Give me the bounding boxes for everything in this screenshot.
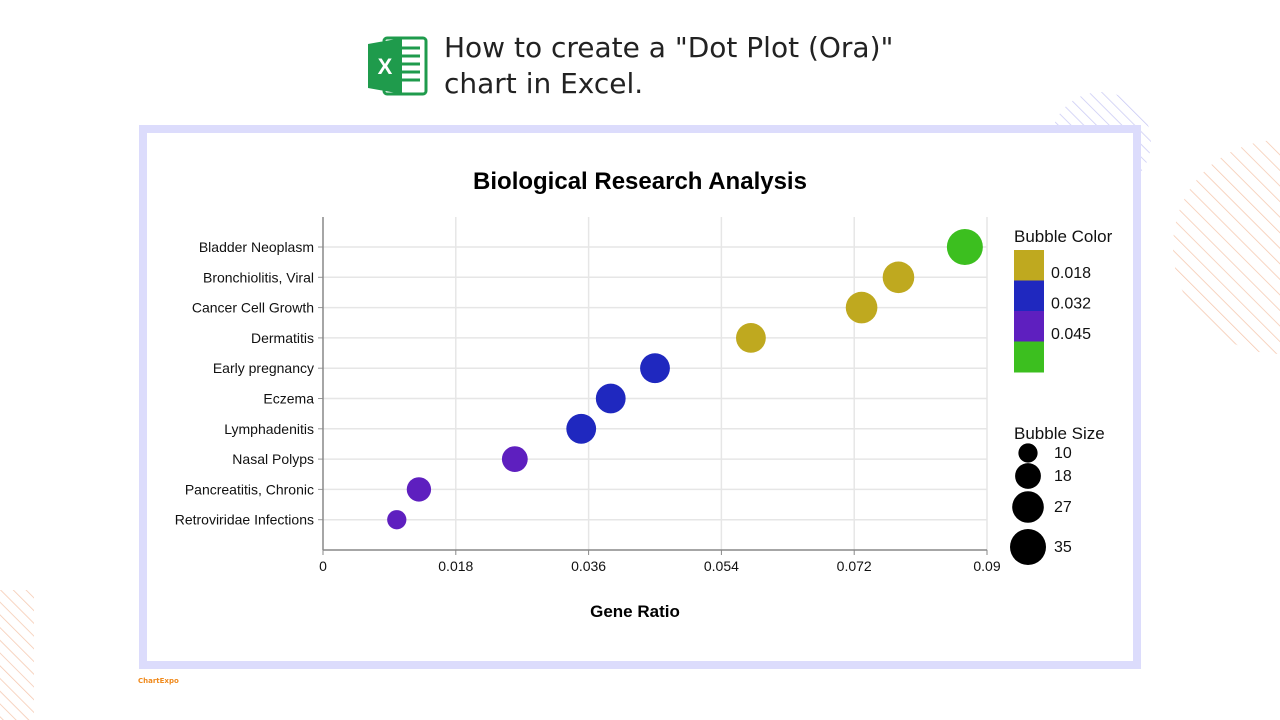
page-title: How to create a "Dot Plot (Ora)" chart i… [444, 31, 894, 100]
page-header: X How to create a "Dot Plot (Ora)" chart… [368, 30, 964, 102]
y-tick-label: Bladder Neoplasm [199, 239, 314, 255]
color-legend-swatch [1014, 341, 1044, 373]
size-legend-circle [1012, 491, 1044, 523]
data-point [566, 413, 597, 444]
data-point [387, 510, 407, 530]
size-legend-title: Bubble Size [1014, 424, 1105, 443]
color-legend-label: 0.045 [1051, 326, 1091, 343]
svg-text:X: X [378, 54, 393, 79]
y-tick-label: Dermatitis [251, 330, 314, 346]
decor-hatch-orange-right [1173, 140, 1280, 354]
size-legend-circle [1015, 463, 1041, 489]
color-legend-label: 0.032 [1051, 296, 1091, 313]
y-tick-label: Eczema [263, 391, 314, 407]
dot-plot-chart: Biological Research Analysis Bladder Neop… [175, 168, 1113, 621]
x-tick-label: 0.09 [973, 558, 1000, 574]
x-tick-label: 0.036 [571, 558, 606, 574]
y-tick-label: Bronchiolitis, Viral [203, 269, 314, 285]
size-legend-label: 35 [1054, 539, 1072, 556]
size-legend-circle [1018, 443, 1038, 463]
size-legend-label: 27 [1054, 499, 1072, 516]
size-legend-label: 10 [1054, 445, 1072, 462]
x-tick-label: 0.054 [704, 558, 739, 574]
chart-title: Biological Research Analysis [473, 168, 807, 195]
decor-hatch-orange-left [0, 590, 34, 720]
y-tick-label: Early pregnancy [213, 360, 314, 376]
chart-panel: Biological Research Analysis Bladder Neop… [147, 133, 1133, 661]
chart-frame: Biological Research Analysis Bladder Neop… [139, 125, 1141, 669]
color-legend-swatch [1014, 250, 1044, 281]
color-legend-label: 0.018 [1051, 265, 1091, 282]
data-point [406, 477, 432, 502]
y-tick-label: Nasal Polyps [232, 451, 314, 467]
color-legend-swatch [1014, 311, 1044, 342]
size-legend-circle [1010, 529, 1046, 565]
excel-icon: X [368, 36, 428, 96]
brand-logo: ChartExpo [138, 677, 179, 685]
data-point [640, 353, 670, 384]
color-legend-title: Bubble Color [1014, 227, 1113, 246]
color-legend-swatch [1014, 280, 1044, 312]
data-point [736, 322, 766, 353]
data-point [882, 261, 915, 294]
y-tick-label: Lymphadenitis [224, 421, 314, 437]
data-point [501, 446, 528, 473]
x-tick-label: 0.018 [438, 558, 473, 574]
data-point [595, 383, 626, 414]
x-tick-label: 0.072 [837, 558, 872, 574]
x-axis-label: Gene Ratio [590, 602, 680, 621]
y-tick-label: Cancer Cell Growth [192, 300, 314, 316]
y-tick-label: Pancreatitis, Chronic [185, 481, 314, 497]
y-tick-label: Retroviridae Infections [175, 512, 314, 528]
size-legend-label: 18 [1054, 468, 1072, 485]
data-point [946, 229, 983, 265]
data-point [845, 291, 878, 324]
x-tick-label: 0 [319, 558, 327, 574]
